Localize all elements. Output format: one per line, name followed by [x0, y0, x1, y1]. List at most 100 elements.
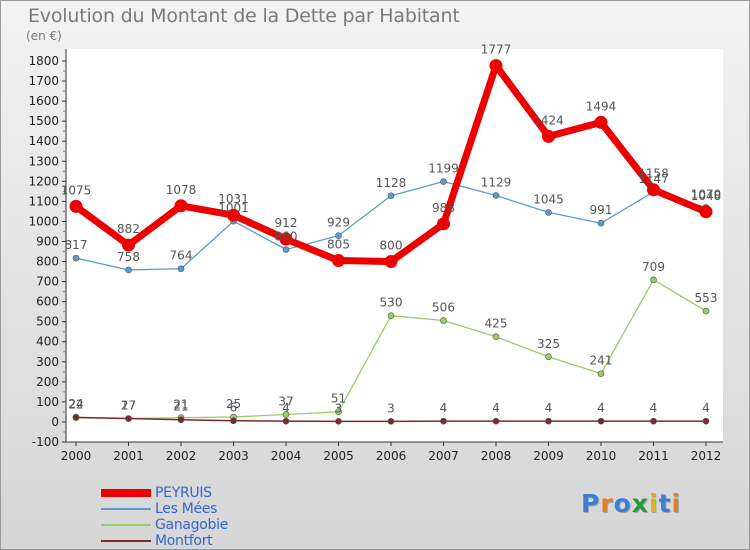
data-point	[545, 353, 552, 361]
data-point	[177, 265, 185, 273]
data-label: 4	[702, 401, 710, 415]
data-point	[282, 417, 290, 425]
data-label: 6	[230, 401, 238, 415]
data-point	[647, 183, 660, 197]
data-point	[125, 266, 132, 274]
chart-title: Evolution du Montant de la Dette par Hab…	[28, 5, 460, 27]
data-label: 1031	[218, 192, 249, 206]
x-tick-label: 2011	[638, 449, 669, 463]
x-tick-label: 2009	[533, 449, 564, 463]
legend-swatch	[101, 508, 151, 510]
data-label: 1424	[533, 113, 564, 127]
data-label: 882	[117, 222, 140, 236]
y-tick-label: 300	[36, 355, 59, 369]
data-label: 3	[335, 401, 343, 415]
data-point	[125, 415, 132, 422]
data-label: 27	[121, 399, 136, 413]
data-point	[335, 232, 342, 239]
y-tick-label: 600	[36, 295, 59, 309]
data-label: 1001	[218, 201, 249, 215]
data-label: 24	[68, 397, 83, 411]
y-tick-label: 1200	[28, 174, 59, 188]
data-point	[440, 178, 447, 185]
data-point	[387, 192, 395, 200]
data-point	[702, 417, 710, 425]
data-point	[387, 312, 395, 319]
data-point	[227, 208, 240, 222]
data-point	[387, 418, 395, 425]
data-point	[332, 254, 345, 268]
logo-letter: x	[631, 489, 649, 518]
data-point	[699, 205, 713, 219]
data-label: 25	[226, 397, 241, 411]
data-label: 325	[537, 337, 560, 351]
data-label: 37	[278, 395, 293, 409]
data-point	[650, 417, 657, 425]
data-point	[492, 417, 500, 425]
x-tick-label: 2005	[323, 449, 354, 463]
x-tick-label: 2002	[166, 449, 197, 463]
y-tick-label: 800	[36, 255, 59, 269]
y-tick-label: 1300	[28, 154, 59, 168]
x-tick-label: 2006	[376, 449, 407, 463]
unit-label: (en €)	[26, 29, 62, 43]
data-label: 929	[327, 216, 350, 230]
data-point	[594, 115, 608, 129]
data-label: 530	[380, 296, 403, 310]
proxiti-logo: Proxiti	[581, 489, 681, 518]
data-point	[440, 417, 447, 425]
y-tick-label: -100	[32, 435, 59, 449]
logo-letter: r	[600, 489, 614, 518]
data-label: 4	[492, 401, 500, 415]
data-label: 805	[327, 238, 350, 252]
y-tick-label: 400	[36, 335, 59, 349]
y-tick-label: 1100	[28, 194, 59, 208]
y-tick-label: 1400	[28, 134, 59, 148]
data-point	[545, 417, 552, 425]
data-point	[545, 209, 552, 216]
data-label: 21	[173, 400, 188, 414]
data-label: 3	[387, 401, 395, 415]
data-point	[282, 411, 290, 418]
data-label: 4	[282, 401, 290, 415]
data-label: 425	[485, 317, 508, 331]
data-label: 1494	[586, 99, 617, 113]
y-tick-label: 100	[36, 395, 59, 409]
data-point	[492, 192, 500, 199]
data-label: 1199	[428, 162, 459, 176]
y-tick-label: 1500	[28, 114, 59, 128]
data-label: 758	[117, 250, 140, 264]
data-label: 1777	[481, 43, 512, 57]
x-tick-label: 2003	[218, 449, 249, 463]
x-tick-label: 2007	[428, 449, 459, 463]
data-label: 912	[275, 216, 298, 230]
x-tick-label: 2004	[271, 449, 302, 463]
data-label: 553	[695, 291, 718, 305]
logo-letter: i	[671, 489, 682, 518]
x-tick-label: 2008	[481, 449, 512, 463]
legend-label: Les Mées	[155, 501, 218, 517]
data-point	[230, 417, 237, 425]
x-tick-label: 2000	[61, 449, 92, 463]
data-point	[597, 370, 605, 377]
logo-letter: P	[581, 489, 601, 518]
logo-letter: i	[649, 489, 659, 518]
data-label: 4	[545, 401, 553, 415]
data-label: 1048	[691, 189, 722, 203]
logo-letter: t	[658, 489, 672, 518]
data-label: 506	[432, 300, 455, 314]
data-point	[72, 254, 80, 262]
data-point	[279, 232, 293, 246]
data-label: 1045	[533, 192, 564, 206]
y-tick-label: 0	[51, 415, 59, 429]
legend-swatch	[101, 524, 151, 526]
y-tick-label: 500	[36, 315, 59, 329]
data-label: 4	[650, 401, 658, 415]
data-label: 1128	[376, 176, 407, 190]
data-point	[69, 199, 83, 213]
data-label: 860	[275, 229, 298, 243]
legend-swatch	[101, 540, 151, 542]
data-label: 1070	[691, 187, 722, 201]
x-tick-label: 2012	[691, 449, 722, 463]
